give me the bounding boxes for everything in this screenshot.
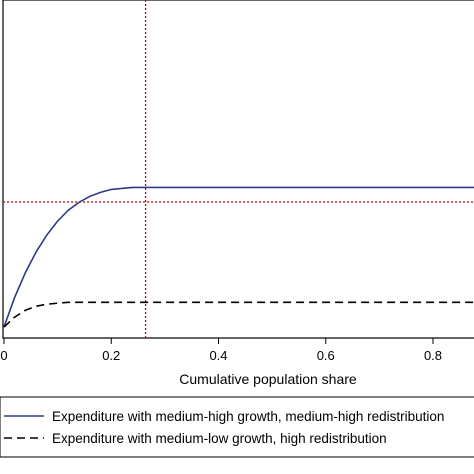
legend: Expenditure with medium-high growth, med… <box>4 409 444 446</box>
x-tick-label: 0.4 <box>209 348 227 363</box>
series-line-1 <box>3 186 474 328</box>
legend-label-2: Expenditure with medium-low growth, high… <box>52 431 387 446</box>
x-tick-label: 0.8 <box>424 348 442 363</box>
x-tick-label: 0.2 <box>102 348 120 363</box>
x-axis-title: Cumulative population share <box>179 371 357 387</box>
legend-label-1: Expenditure with medium-high growth, med… <box>52 409 444 424</box>
x-axis: 0 0.2 0.4 0.6 0.8 <box>0 338 442 363</box>
reference-lines <box>3 0 474 338</box>
x-tick-label: 0 <box>0 348 7 363</box>
series-line-2 <box>3 301 474 328</box>
series-group <box>3 186 474 328</box>
plot-area <box>2 0 474 339</box>
x-tick-label: 0.6 <box>317 348 335 363</box>
legend-box <box>0 396 474 458</box>
